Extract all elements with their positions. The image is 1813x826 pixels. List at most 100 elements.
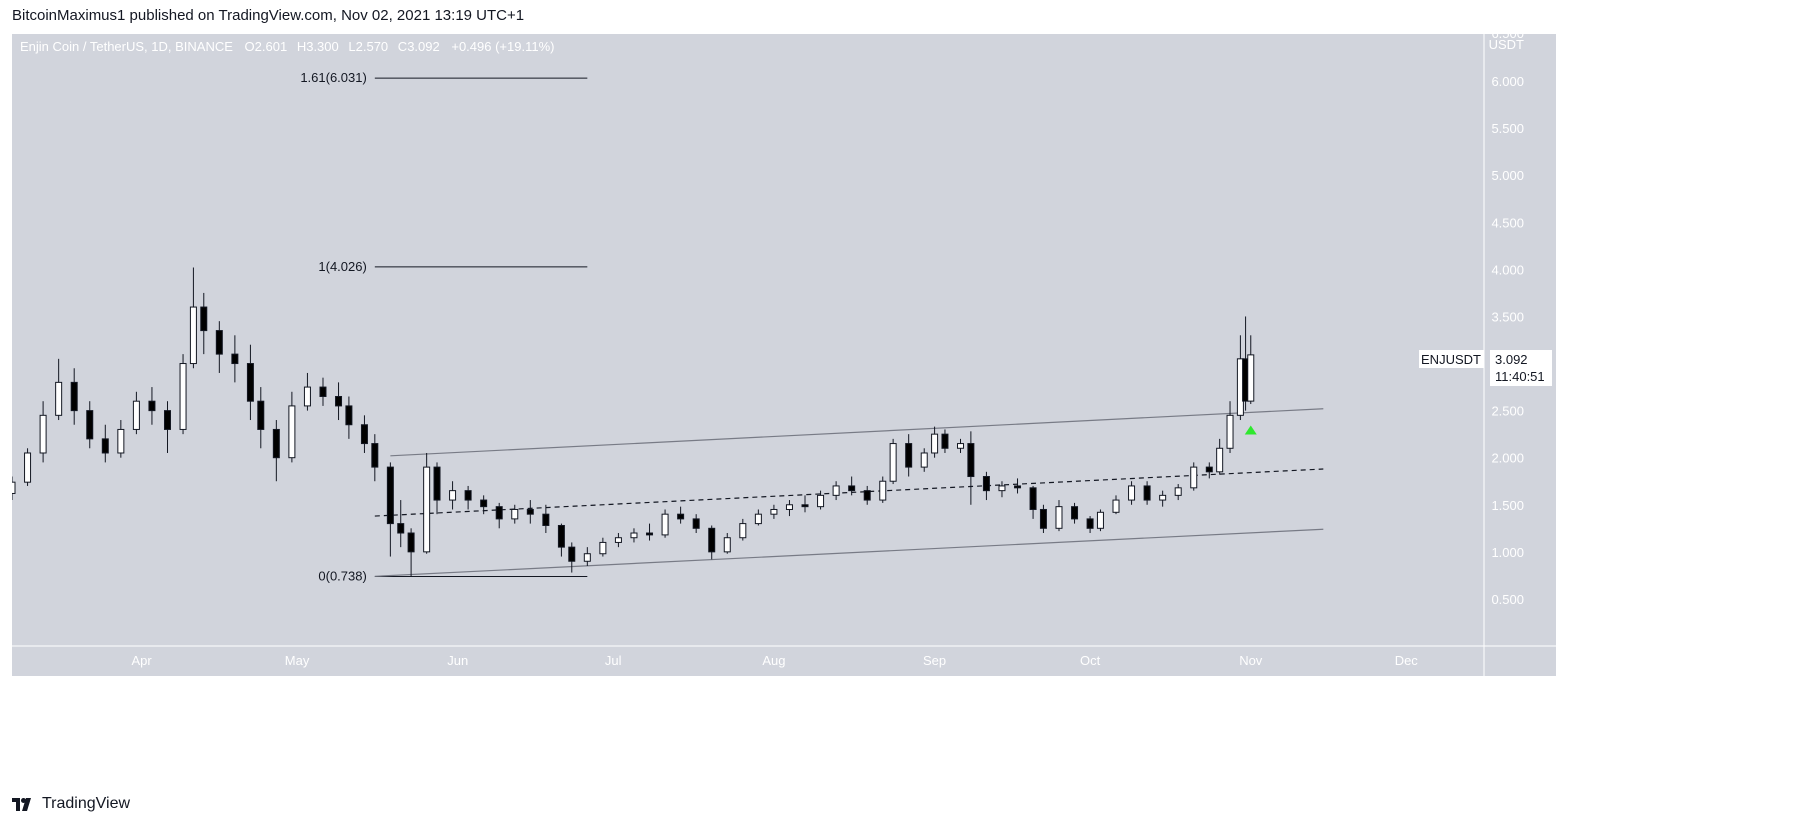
candle[interactable] [132,391,140,435]
candle[interactable] [568,542,576,573]
candle[interactable] [449,481,457,510]
time-tick-label: Aug [762,653,785,668]
ohlc-legend: Enjin Coin / TetherUS, 1D, BINANCE O2.60… [20,39,554,54]
candle[interactable] [1096,509,1104,532]
candle[interactable] [982,471,990,501]
candle[interactable] [1247,335,1255,405]
candle[interactable] [770,504,778,519]
candle[interactable] [1086,516,1094,534]
channel-support-line[interactable] [374,528,1324,577]
candle-body-down [568,546,576,562]
candle[interactable] [272,420,280,482]
time-tick-label: Oct [1080,653,1101,668]
candle[interactable] [1143,481,1151,505]
candle[interactable] [646,523,654,541]
candle[interactable] [1216,438,1224,475]
candle[interactable] [542,504,550,534]
footer: TradingView [12,794,130,814]
candle[interactable] [1071,502,1079,524]
legend-open-value: 2.601 [255,39,288,54]
legend-change: +0.496 (+19.11%) [451,39,554,54]
candle[interactable] [1029,485,1037,519]
candle[interactable] [879,476,887,503]
candle[interactable] [739,518,747,541]
candle[interactable] [360,415,368,453]
candle[interactable] [433,462,441,515]
candle[interactable] [86,401,94,449]
candle[interactable] [723,533,731,554]
candle[interactable] [905,434,913,477]
candle[interactable] [677,506,685,524]
candle[interactable] [189,267,197,369]
candle[interactable] [848,476,856,496]
candle[interactable] [817,490,825,510]
candle[interactable] [288,391,296,463]
candle[interactable] [257,387,265,449]
candle[interactable] [957,438,965,453]
candle[interactable] [941,429,949,453]
candle[interactable] [200,292,208,355]
candle[interactable] [101,424,109,463]
candle[interactable] [39,401,47,463]
candle[interactable] [920,448,928,472]
candle[interactable] [335,382,343,421]
candle[interactable] [998,481,1006,498]
candle[interactable] [1039,504,1047,534]
candle[interactable] [464,485,472,510]
candle[interactable] [231,335,239,383]
candle[interactable] [117,420,125,458]
candle[interactable] [557,523,565,557]
candle[interactable] [319,377,327,406]
candle[interactable] [423,452,431,554]
candle[interactable] [1205,462,1213,479]
candle[interactable] [785,500,793,517]
candle[interactable] [246,344,254,421]
candle[interactable] [70,368,78,425]
candle[interactable] [386,462,394,557]
candle[interactable] [1055,500,1063,532]
candle[interactable] [630,528,638,543]
candle[interactable] [614,533,622,548]
channel-resistance-line[interactable] [390,408,1324,457]
candle[interactable] [407,528,415,577]
candle[interactable] [163,401,171,453]
candle[interactable] [526,500,534,524]
candle[interactable] [692,514,700,534]
candle[interactable] [303,372,311,411]
fib-level-label: 0(0.738) [318,569,366,584]
candle[interactable] [583,547,591,566]
candle-body-down [557,524,565,548]
candle[interactable] [55,358,63,421]
candle[interactable] [1159,490,1167,507]
candle-body-up [39,414,47,454]
candle[interactable] [345,396,353,439]
candle[interactable] [708,525,716,560]
candle[interactable] [371,434,379,482]
candle[interactable] [1174,484,1182,501]
candle[interactable] [1112,495,1120,515]
candle[interactable] [863,485,871,505]
candle[interactable] [1190,462,1198,491]
candle[interactable] [889,438,897,485]
candle[interactable] [967,431,975,505]
candle[interactable] [511,504,519,524]
candle[interactable] [1226,401,1234,453]
candle[interactable] [179,354,187,435]
candle[interactable] [599,537,607,557]
candle[interactable] [24,448,32,486]
candle-body-up [1128,485,1136,501]
candle[interactable] [931,426,939,458]
candle[interactable] [495,502,503,529]
candle[interactable] [1014,478,1022,494]
candle[interactable] [397,500,405,548]
candle[interactable] [754,509,762,526]
candle[interactable] [801,495,809,513]
candle[interactable] [661,509,669,538]
candle[interactable] [148,387,156,425]
candle[interactable] [480,495,488,515]
candle[interactable] [215,321,223,373]
candle[interactable] [832,481,840,501]
candle[interactable] [1128,481,1136,505]
price-chart[interactable]: 0.5001.0001.5002.0002.5003.0003.5004.000… [8,26,1800,784]
chart-svg[interactable]: 0.5001.0001.5002.0002.5003.0003.5004.000… [8,26,1800,784]
